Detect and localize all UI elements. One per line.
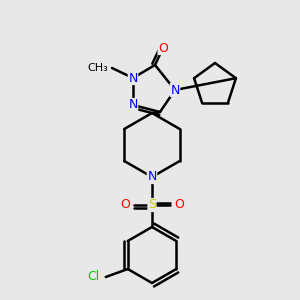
Text: N: N (170, 83, 180, 97)
Text: CH₃: CH₃ (87, 63, 108, 73)
Text: O: O (174, 199, 184, 212)
Text: Cl: Cl (88, 271, 100, 284)
Text: N: N (128, 98, 138, 112)
Text: N: N (147, 170, 157, 184)
Text: O: O (158, 41, 168, 55)
Text: O: O (120, 199, 130, 212)
Text: S: S (148, 199, 156, 212)
Text: N: N (128, 71, 138, 85)
